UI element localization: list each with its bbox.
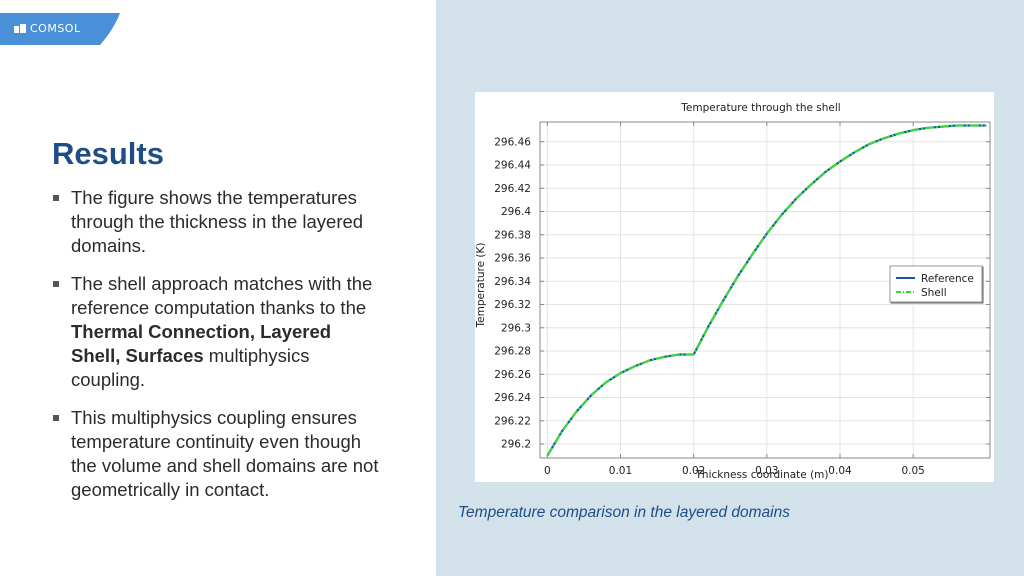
chart-legend: Reference Shell [889,265,984,304]
chart-grid [540,122,990,458]
x-tick-label: 0.02 [682,465,705,477]
y-tick-label: 296.2 [501,439,531,451]
legend-label-reference: Reference [921,273,974,285]
bullet-item: The figure shows the temperatures throug… [52,186,382,258]
y-tick-label: 296.22 [494,415,531,427]
x-tick-label: 0.05 [901,465,924,477]
bullet-marker-icon [53,415,59,421]
bullet-item: The shell approach matches with the refe… [52,272,382,392]
bullet-bold-text: Thermal Connection, Layered Shell, Surfa… [71,321,332,366]
figure-caption: Temperature comparison in the layered do… [458,504,790,521]
bullet-text: This multiphysics coupling ensures tempe… [71,407,379,500]
y-tick-label: 296.32 [494,299,531,311]
chart-panel: Temperature through the shell 296.2 296.2… [475,92,994,482]
x-tick-label: 0.03 [755,465,778,477]
y-axis-label: Temperature (K) [475,243,487,329]
x-tick-label: 0.04 [828,465,852,477]
page-title: Results [52,136,164,171]
temperature-chart: Temperature through the shell 296.2296.2… [475,102,991,481]
plot-frame [539,121,991,459]
series-line-shell [546,124,987,457]
bullet-text: multiphysics coupling. [71,345,310,390]
x-tick-label: 0.01 [609,465,632,477]
brand-tab [0,13,120,45]
y-tick-label: 296.46 [494,136,531,148]
chart-title: Temperature through the shell [680,102,840,114]
y-tick-label: 296.28 [494,346,531,358]
x-axis-label: Thickness coordinate (m) [695,469,829,481]
bullet-marker-icon [53,281,59,287]
x-tick-label: 0 [544,465,551,477]
bullet-text: The shell approach matches with the refe… [71,273,373,318]
y-tick-label: 296.24 [494,392,531,404]
y-tick-label: 296.4 [501,206,531,218]
y-tick-label: 296.36 [494,253,531,265]
bullet-list: The figure shows the temperatures throug… [52,186,382,516]
legend-label-shell: Shell [921,287,947,299]
brand-name: COMSOL [30,22,81,35]
x-axis-ticks: 0 0.01 0.02 0.03 0.04 0.05 [544,122,925,477]
bullet-item: This multiphysics coupling ensures tempe… [52,406,382,502]
y-axis-ticks: 296.2 296.22 296.24 296.26 296.28 296.3 296.32… [494,136,990,451]
left-panel: COMSOL Results The figure shows the temp… [0,0,436,576]
bullet-marker-icon [53,195,59,201]
bullet-text: The figure shows the temperatures throug… [71,187,364,256]
y-tick-label: 296.34 [494,276,531,288]
y-tick-label: 296.42 [494,183,531,195]
y-tick-label: 296.38 [494,229,531,241]
y-tick-label: 296.26 [494,369,531,381]
chart-series [546,124,987,457]
y-tick-label: 296.3 [501,322,531,334]
y-tick-label: 296.44 [494,160,531,172]
comsol-logo-icon [14,24,26,33]
